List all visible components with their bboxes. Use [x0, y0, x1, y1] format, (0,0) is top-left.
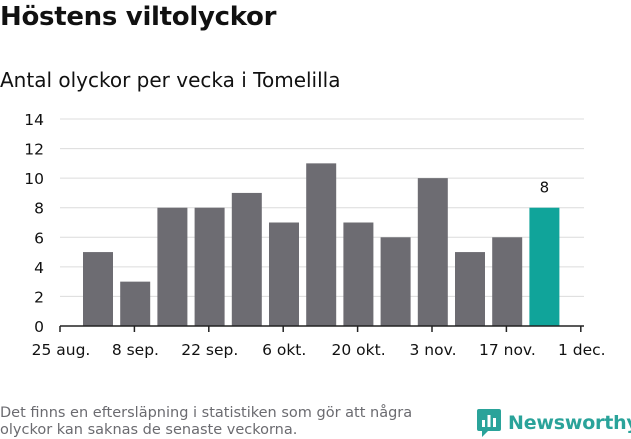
axes	[59, 325, 584, 332]
bar	[157, 207, 188, 326]
labels: 0 2 4 6 8 10 12 14 8 25 aug. 8 sep. 22 sep. 6 okt. 20…	[24, 111, 605, 359]
x-tick-label: 25 aug.	[32, 341, 91, 359]
x-tick-label: 6 okt.	[262, 341, 306, 359]
footnote: Det finns en eftersläpning i statistiken…	[0, 405, 413, 438]
bar	[380, 237, 411, 326]
x-tick-label: 22 sep.	[181, 341, 238, 359]
bar	[269, 222, 299, 326]
brand-name: Newsworthy	[508, 412, 631, 434]
bar	[417, 178, 448, 326]
bar	[306, 163, 337, 326]
bars	[83, 163, 560, 326]
chart-subtitle: Antal olyckor per vecka i Tomelilla	[0, 68, 341, 92]
x-tick-label: 3 nov.	[410, 341, 457, 359]
x-tick-label: 1 dec.	[558, 341, 606, 359]
bar	[194, 207, 225, 326]
data-label: 8	[540, 179, 550, 197]
y-tick-label: 10	[24, 170, 44, 188]
bar	[231, 192, 262, 326]
y-tick-label: 14	[24, 111, 44, 129]
bar	[83, 252, 113, 326]
newsworthy-logo-icon	[477, 409, 501, 437]
x-tick-label: 20 okt.	[332, 341, 386, 359]
y-tick-label: 8	[34, 200, 44, 218]
bar	[492, 237, 523, 326]
chart-title: Höstens viltolyckor	[0, 2, 277, 32]
y-tick-label: 2	[34, 288, 44, 306]
x-tick-label: 17 nov.	[479, 341, 536, 359]
bar	[343, 222, 374, 326]
bar	[120, 281, 151, 326]
brand-logo: Newsworthy	[476, 408, 631, 438]
y-tick-label: 12	[24, 141, 44, 159]
bar	[455, 252, 485, 326]
y-tick-label: 0	[34, 318, 44, 336]
y-tick-label: 6	[34, 229, 44, 247]
y-tick-label: 4	[34, 259, 44, 277]
bar-highlight	[529, 207, 560, 326]
bar-chart: 0 2 4 6 8 10 12 14 8 25 aug. 8 sep. 22 sep. 6 okt. 20…	[24, 111, 605, 359]
x-tick-label: 8 sep.	[112, 341, 159, 359]
